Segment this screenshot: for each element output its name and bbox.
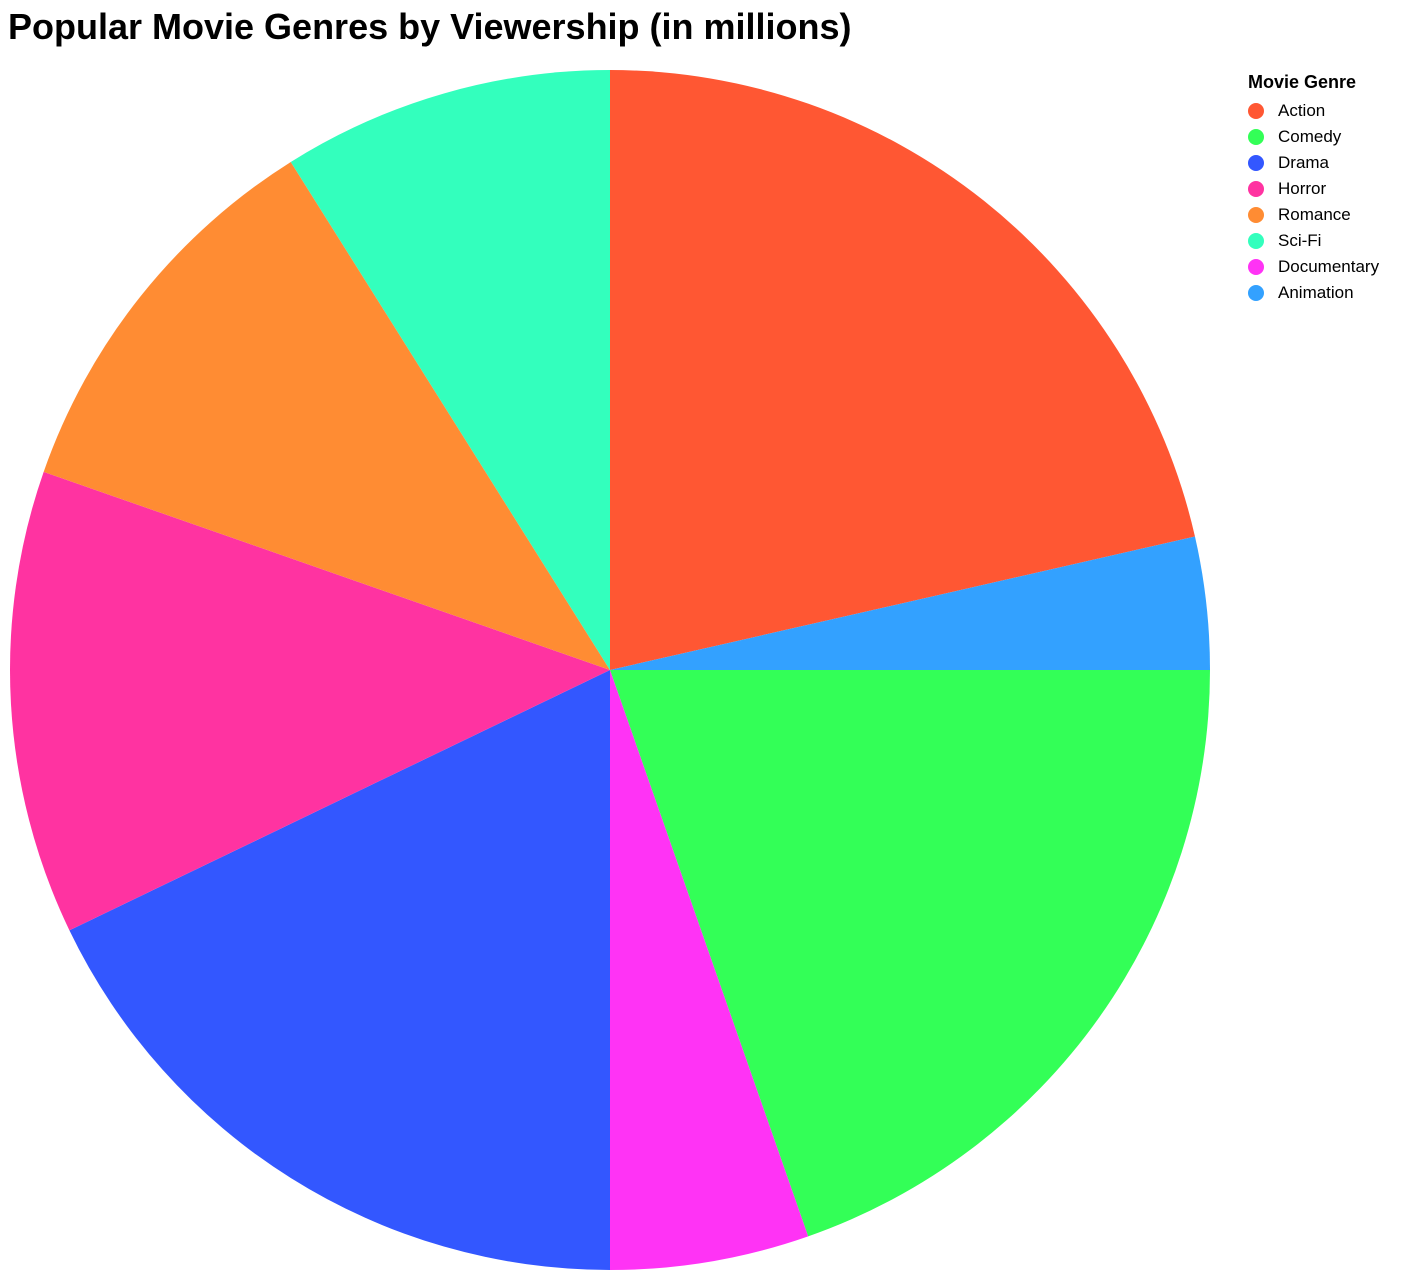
legend-title: Movie Genre [1248,72,1357,92]
legend-label-action: Action [1278,101,1326,120]
pie-slice-documentary [610,670,809,1270]
legend-label-romance: Romance [1278,205,1351,224]
legend-item-romance: Romance [1248,202,1379,228]
pie-slice-drama [69,670,611,1270]
legend-label-documentary: Documentary [1278,257,1380,276]
legend: Movie Genre Action Comedy Drama Horror Roman… [1248,72,1379,306]
legend-swatch-action [1248,103,1264,119]
legend-swatch-sci-fi [1248,233,1264,249]
pie-slices [10,70,1210,1270]
legend-label-animation: Animation [1278,283,1354,302]
legend-swatch-romance [1248,207,1264,223]
legend-swatch-animation [1248,285,1264,301]
legend-item-action: Action [1248,98,1379,124]
pie-slice-animation [610,536,1210,670]
legend-items: Action Comedy Drama Horror Romance Sci-Fi Docu… [1248,98,1379,306]
legend-item-comedy: Comedy [1248,124,1379,150]
pie-slice-action [610,70,1195,670]
legend-swatch-horror [1248,181,1264,197]
legend-swatch-comedy [1248,129,1264,145]
pie-slice-romance [43,161,611,670]
legend-item-drama: Drama [1248,150,1379,176]
legend-swatch-drama [1248,155,1264,171]
legend-item-horror: Horror [1248,176,1379,202]
legend-swatch-documentary [1248,259,1264,275]
legend-label-drama: Drama [1278,153,1330,172]
legend-label-comedy: Comedy [1278,127,1342,146]
chart-title: Popular Movie Genres by Viewership (in m… [8,6,852,47]
pie-slice-horror [10,471,610,931]
pie-slice-comedy [610,670,1210,1237]
legend-item-sci-fi: Sci-Fi [1248,228,1379,254]
legend-label-horror: Horror [1278,179,1327,198]
pie-slice-sci-fi [290,70,610,670]
legend-item-documentary: Documentary [1248,254,1379,280]
legend-label-sci-fi: Sci-Fi [1278,231,1322,250]
legend-item-animation: Animation [1248,280,1379,306]
pie-chart [10,70,1210,1270]
